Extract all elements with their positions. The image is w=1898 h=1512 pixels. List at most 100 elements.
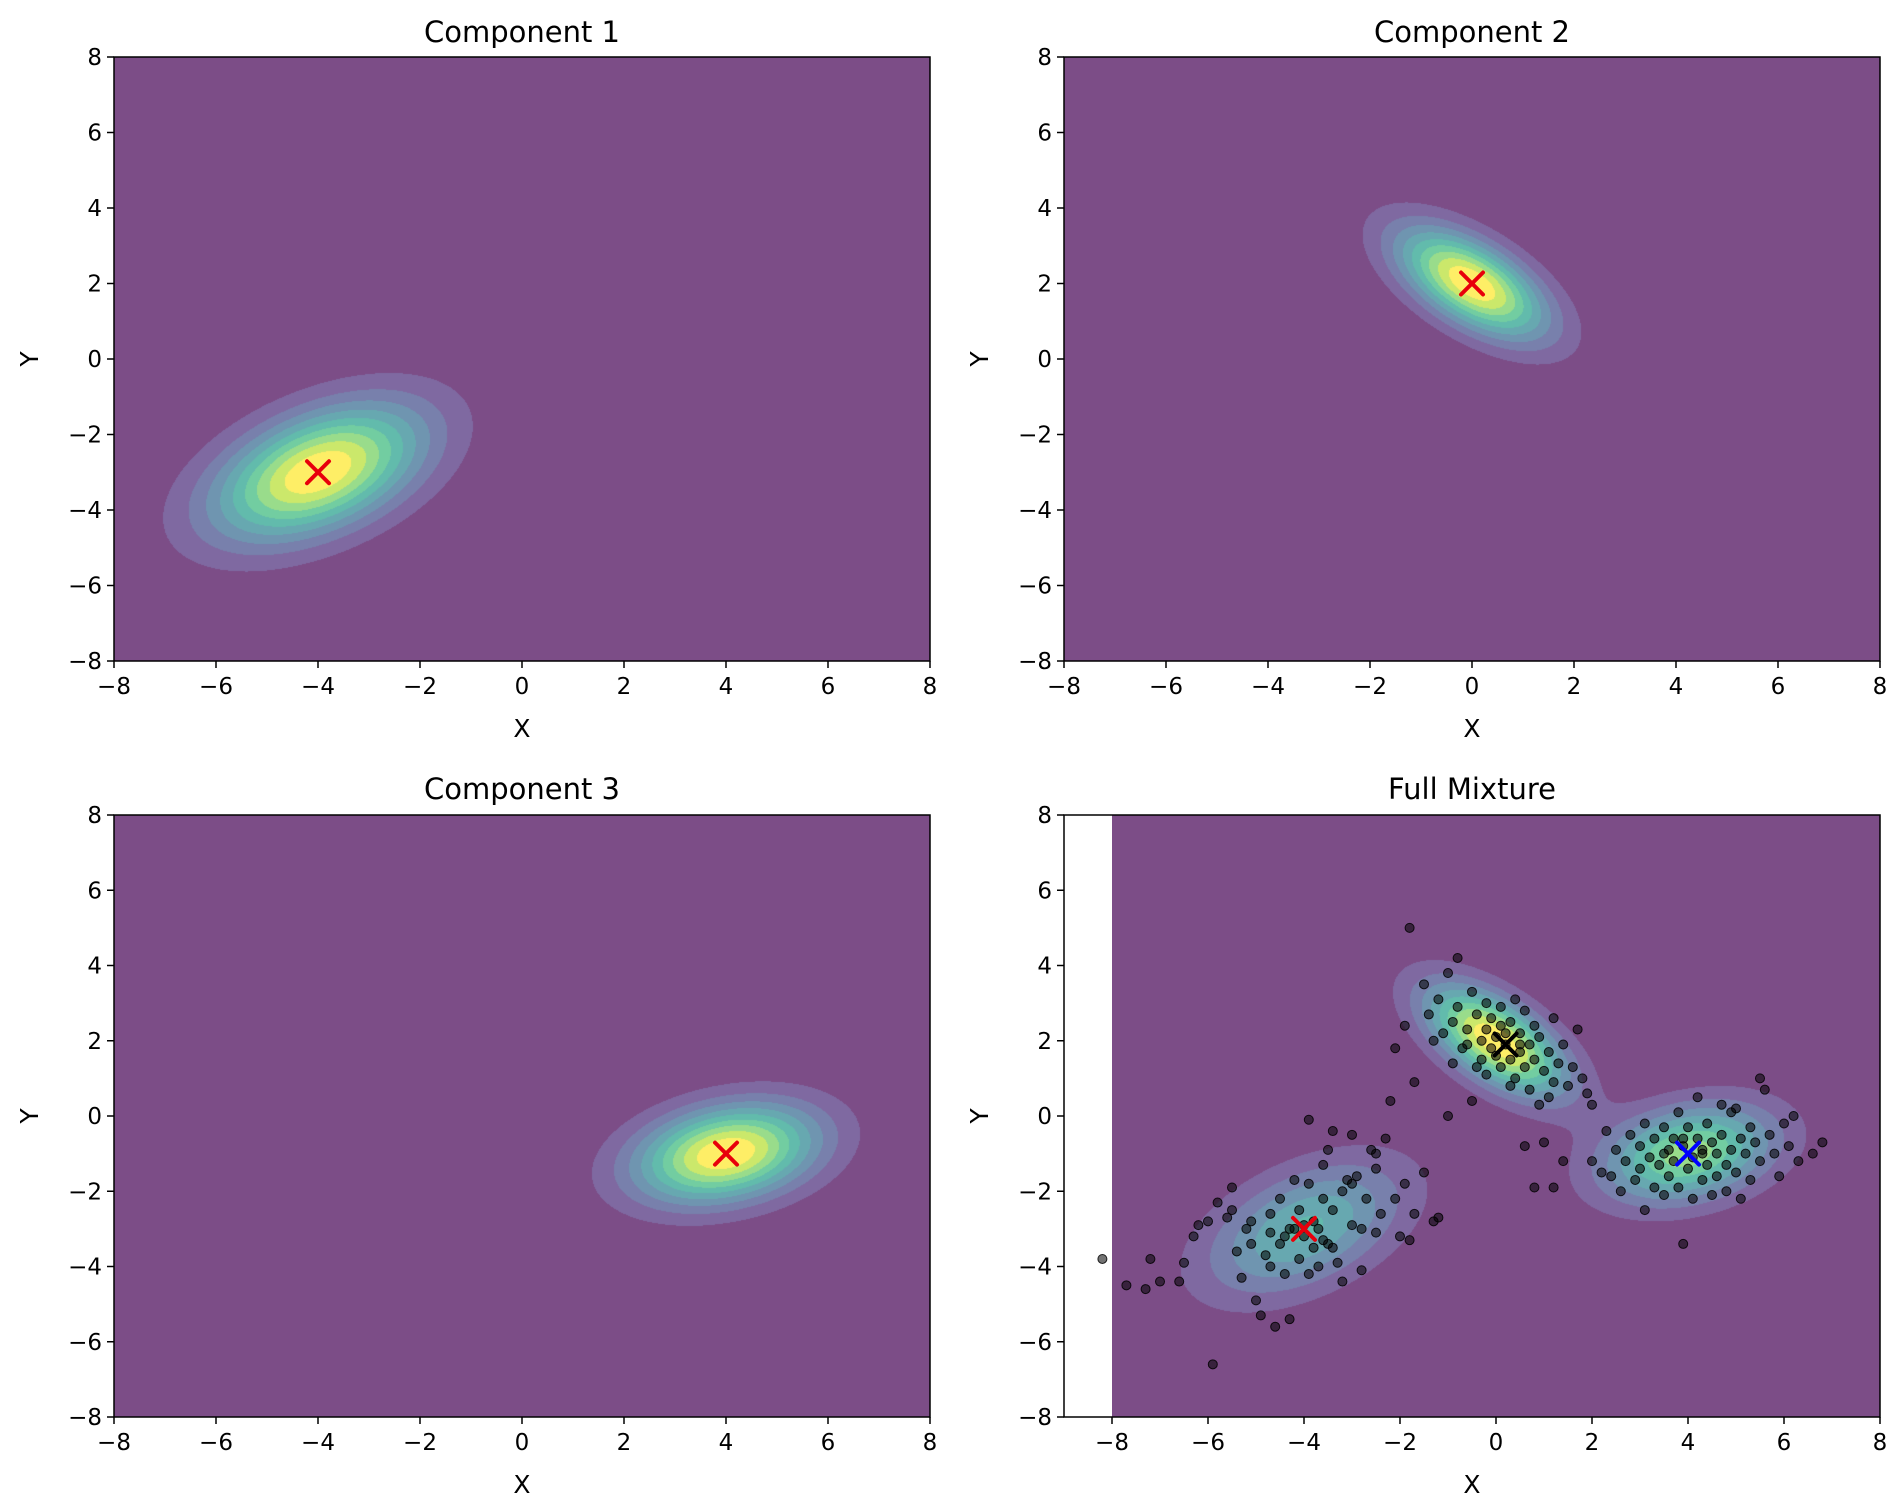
x-tick-label: 0 [1489,1430,1504,1456]
density-contour [114,57,930,661]
panel-title: Component 2 [1374,15,1570,49]
scatter-point [1721,1159,1732,1170]
scatter-point [1639,1205,1650,1216]
panel-component-3: Component 3 X Y −8 −6 −4 −2 0 2 4 6 8 −8 −6 −4 −2 0 2 4… [15,772,937,1499]
scatter-point [1481,1024,1492,1035]
y-tick-label: −2 [68,1179,102,1205]
y-tick-label: −6 [68,1330,102,1356]
scatter-point [1390,1193,1401,1204]
panel-title: Component 1 [424,15,620,49]
y-tick-label: 4 [87,196,102,222]
scatter-point [1471,1009,1482,1020]
scatter-point [1702,1118,1713,1129]
scatter-point [1539,1137,1549,1148]
y-tick-label: −8 [1018,649,1052,675]
x-tick-label: −6 [199,1430,233,1456]
scatter-point [1347,1178,1357,1189]
y-tick-label: −8 [68,1405,102,1431]
scatter-point [1697,1174,1708,1185]
mean-marker [1492,1031,1519,1058]
y-axis-label: Y [15,351,44,368]
scatter-point [1241,1223,1252,1234]
scatter-point [1385,1095,1396,1106]
y-tick-label: 4 [87,954,102,980]
scatter-point [1452,952,1463,963]
scatter-point [1673,1182,1684,1193]
scatter-point [1246,1238,1257,1249]
scatter-point [1539,1065,1549,1076]
scatter-point [1620,1156,1631,1167]
scatter-point [1255,1310,1266,1321]
scatter-point [1663,1171,1674,1182]
scatter-point [1711,1171,1722,1182]
scatter-point [1625,1129,1636,1140]
scatter-point [1553,1058,1564,1069]
scatter-point [1793,1156,1804,1167]
scatter-point [1270,1321,1281,1332]
y-tick-label: 0 [87,1104,102,1130]
scatter-point [1303,1114,1314,1125]
x-tick-label: 0 [515,1430,530,1456]
scatter-point [1265,1227,1276,1238]
x-tick-label: 6 [821,674,836,700]
mean-marker-stroke [1291,1215,1317,1242]
scatter-point [1356,1265,1367,1276]
x-tick-label: −8 [97,674,131,700]
scatter-point [1548,1182,1559,1193]
x-tick-label: −2 [403,674,437,700]
scatter-point [1289,1174,1300,1185]
scatter-point [1779,1118,1789,1129]
scatter-point [1433,1212,1444,1223]
scatter-point [1347,1220,1357,1231]
scatter-point [1443,968,1453,979]
scatter-point [1707,1190,1717,1201]
scatter-point [1716,1129,1727,1140]
scatter-point [1371,1148,1381,1159]
y-tick-label: −2 [68,423,102,449]
scatter-point [1596,1167,1607,1178]
y-axis-label: Y [965,1108,994,1125]
scatter-point [1467,1095,1477,1106]
scatter-point [1303,1178,1314,1189]
density-contour [1112,815,1880,1417]
scatter-point [1558,1156,1569,1167]
scatter-point [1337,1276,1348,1287]
scatter-point [1759,1084,1770,1095]
scatter-point [1529,1020,1540,1031]
y-tick-label: 0 [87,347,102,373]
scatter-point [1678,1133,1689,1144]
scatter-point [1294,1205,1305,1216]
scatter-point [1313,1223,1324,1234]
scatter-point [1476,1054,1487,1065]
scatter-point [1755,1073,1765,1084]
scatter-point [1318,1193,1329,1204]
scatter-point [1529,1054,1540,1065]
scatter-point [1524,1039,1535,1050]
panel-full-mixture: Full Mixture X Y −8 −6 −4 −2 0 2 4 6 8 −8 −6 −4 −2 0 2… [965,772,1887,1499]
scatter-point [1726,1144,1737,1155]
scatter-point [1745,1174,1756,1185]
y-tick-label: 8 [87,45,102,71]
scatter-point [1543,1047,1554,1058]
scatter-point [1755,1156,1765,1167]
scatter-point [1649,1182,1660,1193]
scatter-point [1548,1077,1559,1088]
scatter-point [1678,1238,1689,1249]
panel-component-2: Component 2 X Y −8 −6 −4 −2 0 2 4 6 8 −8 −6 −4 −2 0 2 4… [965,15,1887,743]
x-tick-label: 6 [1771,674,1786,700]
scatter-point [1639,1118,1650,1129]
x-tick-label: 6 [1777,1430,1792,1456]
scatter-point [1222,1212,1233,1223]
scatter-point [1476,1035,1487,1046]
scatter-point [1716,1099,1727,1110]
scatter-point [1275,1193,1285,1204]
scatter-point [1203,1216,1213,1227]
scatter-point [1534,1031,1545,1042]
y-tick-label: −6 [1018,1330,1052,1356]
scatter-point [1654,1159,1665,1170]
scatter-point [1423,1009,1434,1020]
scatter-point [1817,1137,1828,1148]
scatter-point [1587,1156,1597,1167]
scatter-point [1265,1208,1276,1219]
x-tick-label: 0 [1465,674,1480,700]
